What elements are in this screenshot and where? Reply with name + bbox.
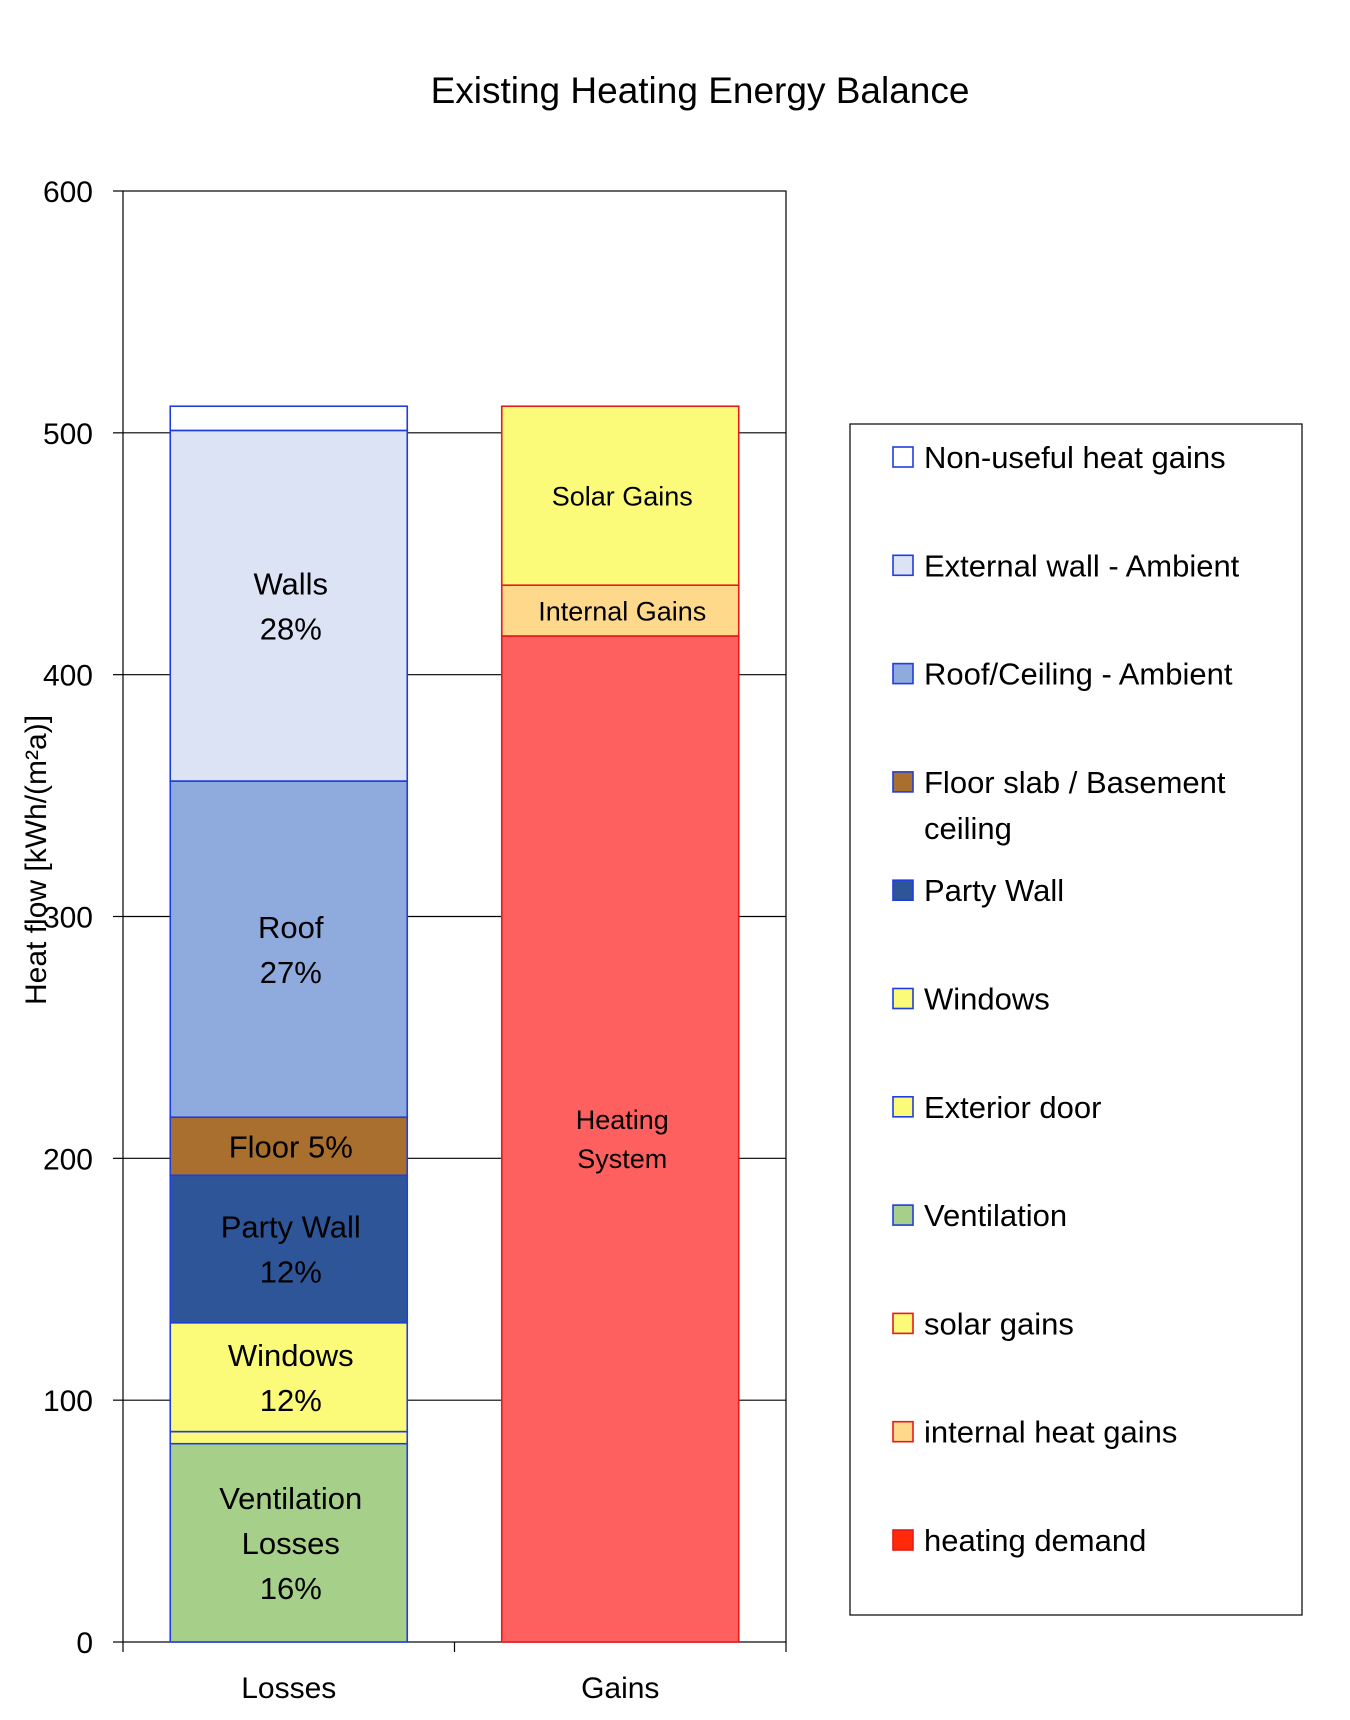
bar-gains-heating-demand — [500, 635, 740, 1643]
legend-label-non-useful-heat-gains: Non-useful heat gains — [924, 440, 1226, 475]
legend-swatch-solar-gains — [892, 1312, 914, 1335]
legend-label-windows: Windows — [924, 982, 1050, 1017]
legend-label-roof-ceiling-ambient: Roof/Ceiling - Ambient — [924, 657, 1233, 692]
segment-label-losses-windows-1: 12% — [260, 1383, 322, 1418]
y-tick-label-500: 500 — [43, 418, 93, 451]
legend-swatch-roof-ceiling-ambient — [892, 662, 914, 685]
segment-label-losses-external-wall-ambient-1: 28% — [260, 611, 322, 646]
legend-label-floor-slab-basement-ceiling-1: ceiling — [924, 811, 1012, 846]
x-tick-label-losses: Losses — [241, 1672, 336, 1705]
bar-losses-windows — [169, 1321, 409, 1433]
bar-losses-floor-slab-basement-ceiling — [169, 1116, 409, 1177]
segment-label-losses-roof-ceiling-ambient-1: 27% — [260, 955, 322, 990]
legend-swatch-party-wall — [892, 879, 914, 902]
legend-label-floor-slab-basement-ceiling: Floor slab / Basement — [924, 765, 1226, 800]
legend-label-party-wall: Party Wall — [924, 873, 1064, 908]
segment-label-losses-ventilation-1: Losses — [242, 1526, 340, 1561]
segment-label-losses-ventilation-2: 16% — [260, 1571, 322, 1606]
segment-label-losses-windows-0: Windows — [228, 1338, 354, 1373]
legend-swatch-heating-demand — [892, 1529, 914, 1551]
segment-label-losses-external-wall-ambient-0: Walls — [253, 566, 328, 601]
segment-label-losses-floor-slab-basement-ceiling-0: Floor 5% — [229, 1129, 353, 1164]
bar-losses-party-wall — [169, 1174, 409, 1324]
bar-losses-non-useful-heat-gains — [169, 405, 409, 432]
segment-label-gains-solar-gains-0: Solar Gains — [552, 481, 693, 511]
segment-label-gains-internal-heat-gains-0: Internal Gains — [538, 596, 706, 626]
chart-title: Existing Heating Energy Balance — [430, 70, 970, 111]
legend-swatch-exterior-door — [892, 1096, 914, 1118]
axes: 0 100 200 300 400 500 600 Losses Gains — [43, 176, 787, 1705]
legend-swatch-windows — [892, 987, 914, 1010]
legend-label-external-wall-ambient: External wall - Ambient — [924, 548, 1240, 583]
y-axis-label: Heat flow [kWh/(m²a)] — [20, 715, 53, 1005]
bar-losses-roof-ceiling-ambient — [169, 780, 409, 1119]
segment-label-losses-party-wall-0: Party Wall — [221, 1210, 361, 1245]
legend-label-heating-demand: heating demand — [924, 1523, 1146, 1558]
legend-swatch-ventilation — [892, 1204, 914, 1226]
legend-swatch-floor-slab-basement-ceiling — [892, 771, 914, 793]
segment-label-losses-roof-ceiling-ambient-0: Roof — [258, 910, 324, 945]
bar-gains-solar-gains — [500, 405, 740, 586]
y-tick-label-400: 400 — [43, 660, 93, 693]
segment-label-gains-heating-demand-0: Heating — [576, 1105, 669, 1135]
legend-label-exterior-door: Exterior door — [924, 1090, 1101, 1125]
y-tick-label-0: 0 — [76, 1627, 93, 1660]
y-tick-label-300: 300 — [43, 902, 93, 935]
bar-losses-external-wall-ambient — [169, 429, 409, 782]
y-tick-label-600: 600 — [43, 176, 93, 209]
bar-gains-internal-heat-gains — [500, 584, 740, 637]
legend-label-ventilation: Ventilation — [924, 1198, 1067, 1233]
x-tick-label-gains: Gains — [581, 1672, 659, 1705]
legend: Non-useful heat gains External wall - Amb… — [849, 423, 1303, 1616]
segment-label-losses-party-wall-1: 12% — [260, 1255, 322, 1290]
legend-swatch-internal-heat-gains — [892, 1420, 914, 1443]
segment-label-gains-heating-demand-1: System — [577, 1144, 667, 1174]
legend-swatch-non-useful-heat-gains — [892, 446, 914, 468]
segment-label-losses-ventilation-0: Ventilation — [219, 1481, 362, 1516]
legend-label-internal-heat-gains: internal heat gains — [924, 1415, 1177, 1450]
segment-labels: Walls 28% Roof 27% Floor 5% Party Wall 12% Wind… — [219, 481, 706, 1606]
legend-label-solar-gains: solar gains — [924, 1306, 1074, 1341]
y-tick-label-100: 100 — [43, 1385, 93, 1418]
bars — [169, 405, 740, 1643]
y-tick-label-200: 200 — [43, 1143, 93, 1176]
bar-losses-ventilation — [169, 1442, 409, 1643]
legend-box — [849, 423, 1303, 1616]
legend-swatch-external-wall-ambient — [892, 554, 914, 577]
bar-losses-exterior-door — [169, 1430, 409, 1445]
